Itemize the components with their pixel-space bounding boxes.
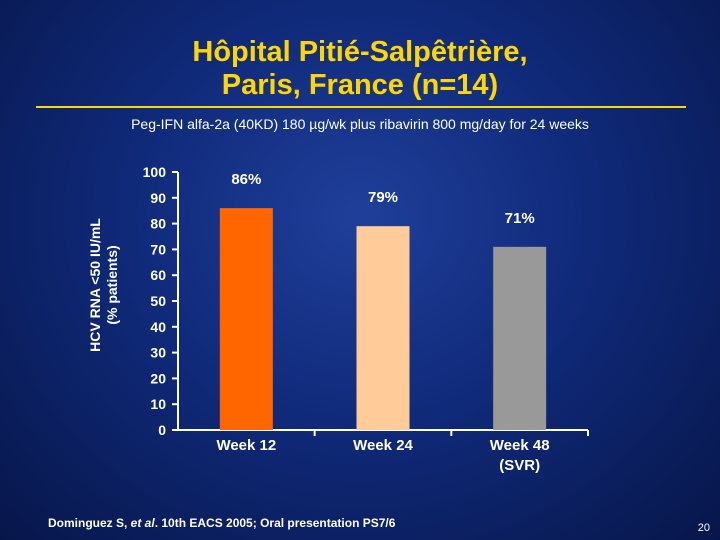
x-category-label: Week 24: [353, 437, 413, 454]
bar: [493, 246, 547, 430]
y-tick-label: 70: [150, 241, 166, 257]
title-divider: [36, 106, 686, 108]
bar: [219, 208, 273, 430]
page-number: 20: [697, 522, 710, 534]
title-line-2: Paris, France (n=14): [221, 69, 499, 101]
y-tick-label: 40: [150, 319, 166, 335]
data-label: 71%: [505, 210, 535, 227]
citation-source: . 10th EACS 2005; Oral presentation PS7/…: [154, 516, 396, 530]
data-label: 79%: [368, 189, 398, 206]
citation-authors: Dominguez S,: [48, 516, 131, 530]
citation-et-al: et al: [130, 516, 155, 530]
y-tick-label: 50: [150, 293, 166, 309]
y-tick-label: 0: [158, 422, 166, 438]
y-tick-label: 100: [143, 164, 167, 180]
citation: Dominguez S, et al. 10th EACS 2005; Oral…: [48, 516, 395, 530]
y-tick-label: 20: [150, 370, 166, 386]
y-tick-label: 80: [150, 216, 166, 232]
x-category-label-line-2: (SVR): [499, 457, 540, 474]
x-category-label: Week 48: [490, 437, 550, 454]
y-tick-label: 10: [150, 396, 166, 412]
bar: [356, 226, 410, 430]
y-tick-label: 60: [150, 267, 166, 283]
slide-title: Hôpital Pitié-Salpêtrière, Paris, France…: [0, 36, 720, 102]
data-label: 86%: [231, 171, 261, 188]
title-line-1: Hôpital Pitié-Salpêtrière,: [192, 36, 528, 68]
x-category-label: Week 12: [216, 437, 276, 454]
y-tick-label: 90: [150, 190, 166, 206]
y-tick-label: 30: [150, 345, 166, 361]
slide-subtitle: Peg-IFN alfa-2a (40KD) 180 µg/wk plus ri…: [131, 116, 589, 132]
